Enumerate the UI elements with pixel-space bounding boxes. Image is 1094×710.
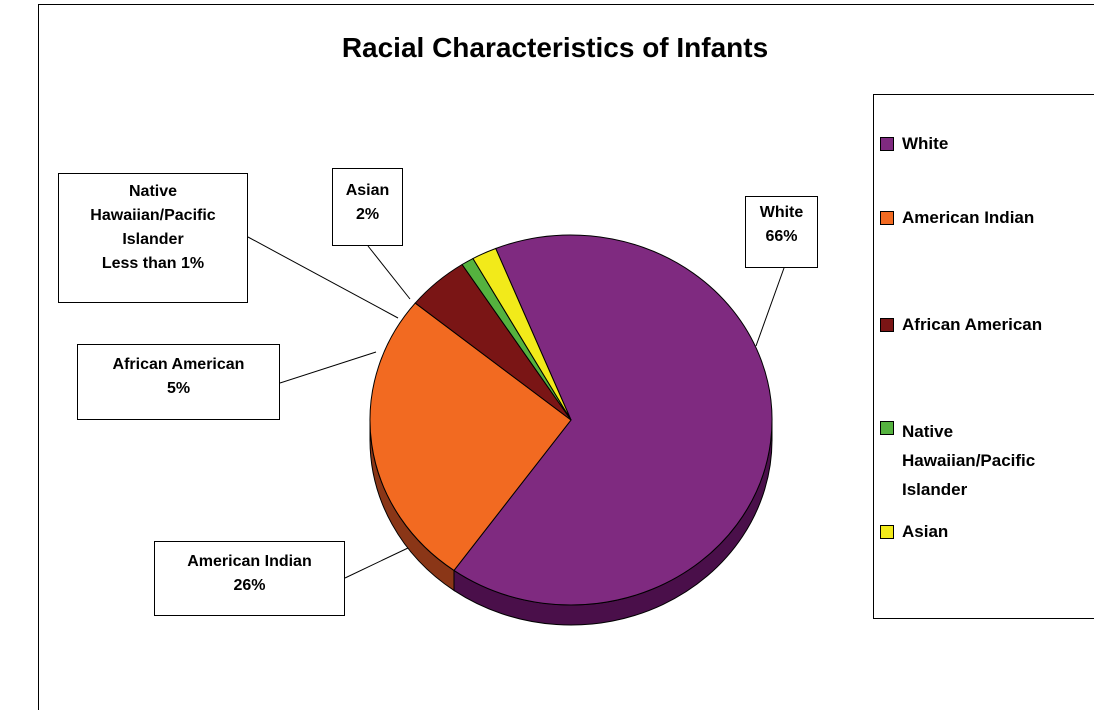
legend-item-white: White xyxy=(880,133,948,154)
legend-swatch xyxy=(880,137,894,151)
leader-line-1 xyxy=(344,547,409,579)
data-label-native-hawaiian: Native Hawaiian/Pacific Islander Less th… xyxy=(58,173,248,303)
data-label-white: White 66% xyxy=(745,196,818,268)
legend-label: American Indian xyxy=(902,208,1035,227)
legend-label: Asian xyxy=(902,522,949,541)
leader-line-4 xyxy=(367,245,411,300)
leader-line-3 xyxy=(247,236,399,319)
pie-slice-1 xyxy=(369,302,572,572)
legend-label: White xyxy=(902,134,949,153)
data-label-african-american: African American 5% xyxy=(77,344,280,420)
legend-item-asian: Asian xyxy=(880,521,948,542)
chart-legend: White American Indian African American N… xyxy=(873,94,1094,619)
leader-line-0 xyxy=(755,267,785,347)
data-label-american-indian: American Indian 26% xyxy=(154,541,345,616)
chart-frame xyxy=(38,4,1094,710)
legend-swatch xyxy=(880,318,894,332)
pie-slice-0 xyxy=(453,234,773,606)
data-label-asian: Asian 2% xyxy=(332,168,403,246)
legend-swatch xyxy=(880,421,894,435)
legend-label: Native Hawaiian/Pacific Islander xyxy=(902,422,1036,499)
pie-slice-4 xyxy=(472,247,572,421)
legend-item-native-hawaiian: Native Hawaiian/Pacific Islander xyxy=(880,417,1036,504)
legend-swatch xyxy=(880,211,894,225)
leader-line-2 xyxy=(279,351,377,384)
legend-item-african-american: African American xyxy=(880,314,1042,335)
legend-swatch xyxy=(880,525,894,539)
legend-item-american-indian: American Indian xyxy=(880,207,1034,228)
chart-title: Racial Characteristics of Infants xyxy=(341,32,769,63)
legend-label: African American xyxy=(902,315,1043,334)
